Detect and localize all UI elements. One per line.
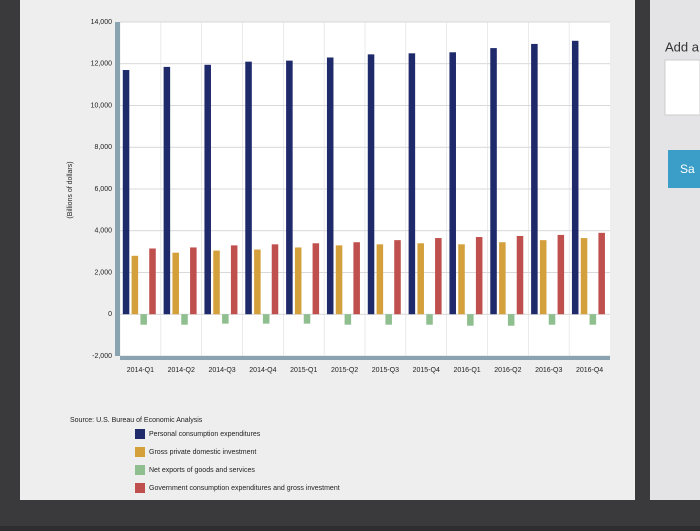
bar [571,40,579,315]
y-tick-label: 2,000 [94,269,112,276]
legend-swatch [135,483,145,493]
bar [531,43,538,315]
bar [598,232,605,315]
bar [262,314,270,324]
bar [367,54,375,315]
x-tick-label: 2014-Q1 [127,367,154,374]
x-tick-label: 2016-Q2 [494,367,521,374]
legend-swatch [135,447,145,457]
bar [507,314,515,326]
bar [312,243,320,315]
bar [385,314,392,325]
side-button[interactable] [668,150,700,188]
source: Source: U.S. Bureau of Economic Analysis [70,417,203,424]
side-input[interactable] [664,59,700,116]
y-tick-label: 8,000 [94,144,112,151]
bar [458,244,465,315]
bar [394,240,401,315]
bar [222,314,229,324]
bar [344,314,352,325]
bar [149,248,156,315]
x-tick-label: 2015-Q2 [331,367,358,374]
y-axis-label: (Billions of dollars) [67,161,74,218]
bar [254,249,261,315]
y-axis-bar [115,22,120,356]
bar [376,244,384,315]
bar [271,244,279,315]
bar [408,53,416,315]
y-tick-label: 4,000 [94,228,112,235]
x-tick-label: 2015-Q1 [290,367,317,374]
bar [490,48,497,315]
y-tick-label: 10,000 [91,102,113,109]
x-tick-label: 2016-Q1 [453,367,480,374]
x-tick-label: 2016-Q4 [576,367,603,374]
bar [353,242,360,315]
y-tick-label: -2,000 [92,353,112,360]
bar [204,64,211,315]
bar [326,57,334,315]
bar [213,250,220,315]
bar [589,314,597,325]
bar [172,252,179,315]
x-tick-label: 2014-Q3 [208,367,235,374]
bar [190,247,197,315]
x-tick-label: 2016-Q3 [535,367,562,374]
bar [467,314,474,326]
bar [131,255,139,315]
bar [499,242,506,315]
legend-swatch [135,429,145,439]
bar [426,314,433,325]
legend-label: Government consumption expenditures and … [149,485,340,492]
bar [335,245,343,315]
bar [548,314,556,325]
x-axis-bar [120,356,610,360]
x-tick-label: 2014-Q4 [249,367,276,374]
bar [294,247,302,315]
legend-label: Net exports of goods and services [149,467,255,474]
bar [516,235,524,315]
side-heading: Add a [665,39,700,54]
bar [417,243,424,315]
bar [140,314,147,325]
bar [475,237,483,315]
bar [449,52,456,315]
y-tick-label: 6,000 [94,186,112,193]
bar [286,60,293,315]
bar [163,66,171,315]
legend-label: Gross private domestic investment [149,449,256,456]
y-tick-label: 12,000 [91,61,113,68]
bar [435,238,442,315]
bar [230,245,238,315]
bar [539,240,547,315]
bar [303,314,311,324]
x-tick-label: 2014-Q2 [168,367,195,374]
bar [122,70,130,315]
legend-swatch [135,465,145,475]
y-tick-label: 14,000 [91,19,113,26]
x-tick-label: 2015-Q4 [413,367,440,374]
legend-label: Personal consumption expenditures [149,431,261,438]
bar [580,238,588,315]
side-button-label[interactable]: Sa [680,162,695,176]
bar [245,61,252,315]
y-tick-label: 0 [108,311,112,318]
bar [181,314,188,325]
bar [557,234,565,315]
x-tick-label: 2015-Q3 [372,367,399,374]
